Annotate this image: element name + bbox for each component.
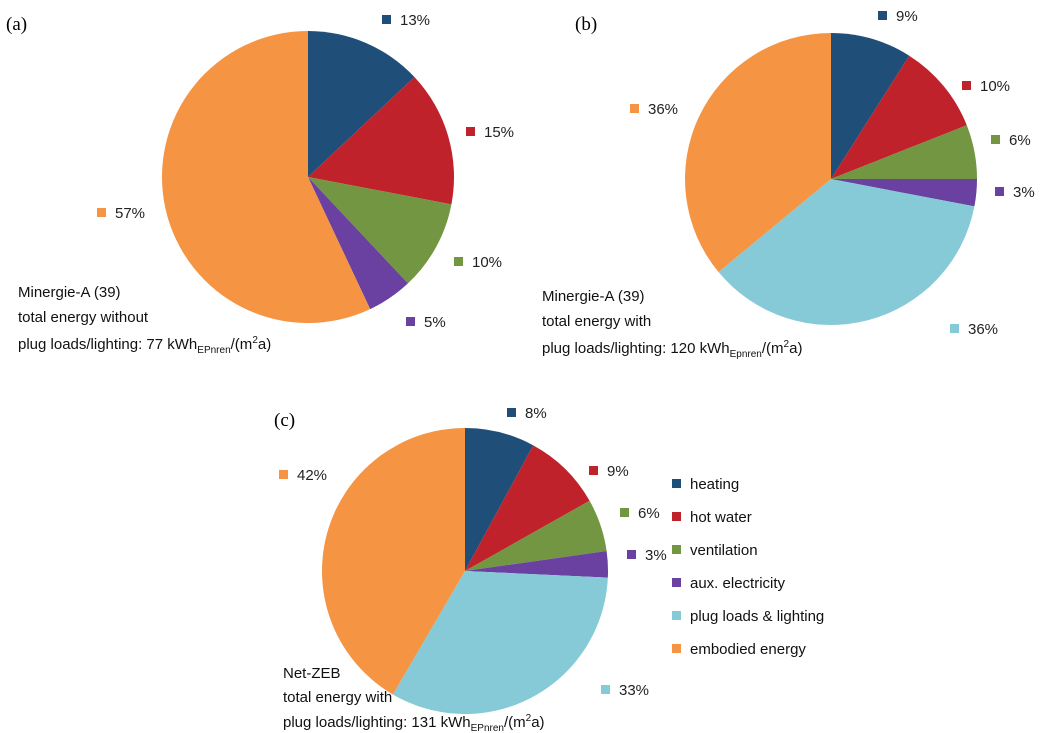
data-label-marker-heating [507,408,516,417]
caption-a-line1: Minergie-A (39) [18,284,121,301]
pie-slice-aux-electricity [465,551,608,578]
pie-slice-hot-water [308,77,454,205]
data-label-embodied-energy: 57% [115,205,145,222]
data-label-aux-electricity: 5% [424,314,446,331]
caption-a-line2: total energy without [18,309,149,326]
caption-c-line2: total energy with [283,689,392,706]
pie-slice-aux-electricity [831,179,977,207]
panel-label-c: (c) [274,410,295,431]
data-label-embodied-energy: 36% [648,101,678,118]
legend: heating hot water ventilation aux. electric… [672,476,824,658]
caption-a-value-suffix: a) [258,336,271,353]
legend-label-hot-water: hot water [690,509,752,526]
caption-c: Net-ZEB total energy with [283,665,392,706]
panel-label-b: (b) [575,14,597,35]
data-label-plug-loads-lighting: 36% [968,321,998,338]
pie-chart-c: 8% 9% 6% 3% 33% 42% [279,405,667,714]
caption-a: Minergie-A (39) total energy without [18,284,149,326]
data-label-marker-aux-electricity [995,187,1004,196]
pie-slice-ventilation [308,177,452,284]
caption-a-value: plug loads/lighting: 77 kWhEPnren/(m2a) [18,335,271,356]
data-label-heating: 13% [400,12,430,29]
caption-b-value-sup: 2 [784,339,790,350]
data-label-marker-aux-electricity [406,317,415,326]
caption-c-value-mid: /(m [504,714,526,731]
legend-label-aux-electricity: aux. electricity [690,575,786,592]
legend-swatch-aux-electricity [672,578,681,587]
data-label-marker-ventilation [454,257,463,266]
data-label-marker-ventilation [620,508,629,517]
caption-b-value: plug loads/lighting: 120 kWhEpnren/(m2a) [542,339,802,360]
caption-c-value-sub: EPnren [471,723,504,733]
caption-b-value-sub: Epnren [730,349,762,360]
caption-c-value-suffix: a) [531,714,544,731]
data-label-marker-hot-water [589,466,598,475]
pie-slice-embodied-energy [161,31,371,324]
legend-swatch-ventilation [672,545,681,554]
caption-b-line1: Minergie-A (39) [542,288,645,305]
data-label-marker-ventilation [991,135,1000,144]
data-label-plug-loads-lighting: 33% [619,682,649,699]
pie-slice-ventilation [465,500,607,571]
data-label-ventilation: 6% [1009,132,1031,149]
data-label-marker-heating [382,15,391,24]
caption-b-value-prefix: plug loads/lighting: 120 kWh [542,340,730,357]
data-label-heating: 8% [525,405,547,422]
caption-b-value-mid: /(m [762,340,784,357]
data-label-aux-electricity: 3% [1013,184,1035,201]
pie-slice-hot-water [465,445,590,571]
legend-swatch-hot-water [672,512,681,521]
caption-a-value-prefix: plug loads/lighting: 77 kWh [18,336,197,353]
data-label-hot-water: 15% [484,124,514,141]
pie-slice-heating [465,428,534,571]
data-label-marker-plug-loads-lighting [950,324,959,333]
legend-label-plug-loads-lighting: plug loads & lighting [690,608,824,625]
pie-chart-b: 9% 10% 6% 3% 36% 36% [630,8,1035,338]
data-label-ventilation: 10% [472,254,502,271]
pie-slice-heating [308,31,415,177]
caption-b: Minergie-A (39) total energy with [542,288,651,330]
pie-slice-plug-loads-lighting [718,179,975,325]
data-label-marker-hot-water [466,127,475,136]
legend-label-heating: heating [690,476,739,493]
panel-label-a: (a) [6,14,27,35]
pie-slice-embodied-energy [685,33,831,273]
data-label-aux-electricity: 3% [645,547,667,564]
caption-b-value-suffix: a) [789,340,802,357]
data-label-marker-heating [878,11,887,20]
pie-slice-embodied-energy [321,428,465,695]
caption-a-value-mid: /(m [231,336,253,353]
legend-swatch-plug-loads-lighting [672,611,681,620]
data-label-ventilation: 6% [638,505,660,522]
data-label-marker-plug-loads-lighting [601,685,610,694]
legend-swatch-heating [672,479,681,488]
pie-chart-a: 13% 15% 10% 5% 57% [97,12,514,331]
pie-slice-plug-loads-lighting [392,571,608,714]
pie-slice-heating [831,33,910,179]
data-label-marker-embodied-energy [630,104,639,113]
caption-a-value-sup: 2 [252,335,258,346]
caption-b-line2: total energy with [542,313,651,330]
data-label-marker-embodied-energy [97,208,106,217]
caption-c-value-prefix: plug loads/lighting: 131 kWh [283,714,471,731]
pie-slice-hot-water [831,55,967,180]
data-label-marker-embodied-energy [279,470,288,479]
data-label-marker-aux-electricity [627,550,636,559]
data-label-hot-water: 10% [980,78,1010,95]
data-label-embodied-energy: 42% [297,467,327,484]
data-label-hot-water: 9% [607,463,629,480]
caption-c-line1: Net-ZEB [283,665,341,682]
caption-c-value-sup: 2 [526,713,532,724]
data-label-marker-hot-water [962,81,971,90]
legend-label-embodied-energy: embodied energy [690,641,806,658]
legend-label-ventilation: ventilation [690,542,758,559]
pie-slice-ventilation [831,125,977,179]
legend-swatch-embodied-energy [672,644,681,653]
caption-a-value-sub: EPnren [197,345,230,356]
data-label-heating: 9% [896,8,918,25]
pie-slice-aux-electricity [308,177,408,310]
caption-c-value: plug loads/lighting: 131 kWhEPnren/(m2a) [283,713,545,733]
